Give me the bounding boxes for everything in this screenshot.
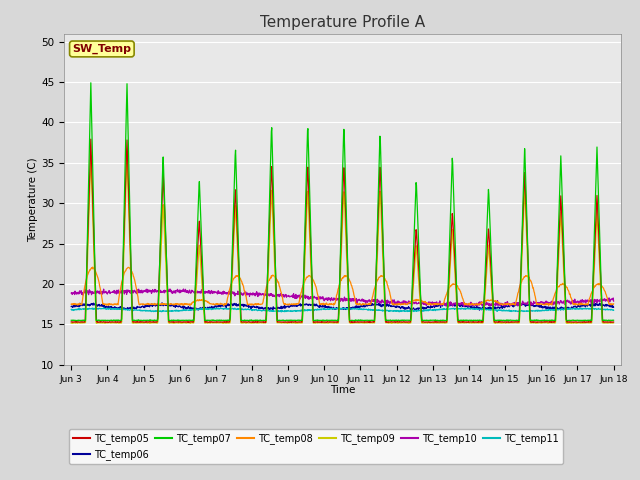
Y-axis label: Temperature (C): Temperature (C) — [28, 157, 38, 241]
Legend: TC_temp05, TC_temp06, TC_temp07, TC_temp08, TC_temp09, TC_temp10, TC_temp11: TC_temp05, TC_temp06, TC_temp07, TC_temp… — [69, 429, 563, 464]
Title: Temperature Profile A: Temperature Profile A — [260, 15, 425, 30]
X-axis label: Time: Time — [330, 385, 355, 395]
Text: SW_Temp: SW_Temp — [72, 44, 131, 54]
